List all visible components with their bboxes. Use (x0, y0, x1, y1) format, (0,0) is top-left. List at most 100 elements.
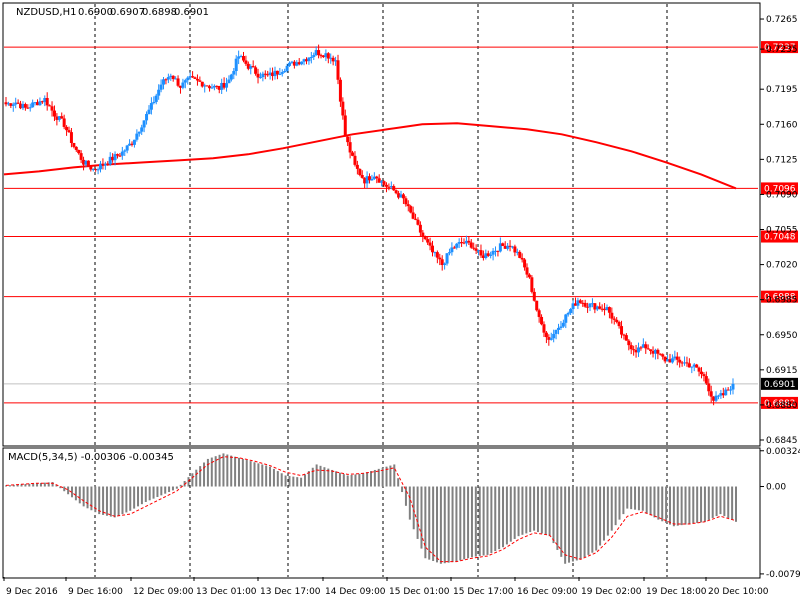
candle-body (142, 120, 146, 128)
candle-body (668, 359, 672, 363)
candle-body (222, 82, 226, 88)
macd-bar (614, 486, 617, 526)
candle-body (341, 101, 345, 116)
candle-body (234, 58, 238, 72)
candle-body (77, 149, 81, 154)
candle-body (363, 177, 367, 184)
candle-body (559, 326, 563, 328)
candle-body (544, 332, 548, 338)
candle-body (99, 163, 103, 170)
candle-body (414, 218, 418, 220)
candle-body (489, 254, 493, 256)
candle-body (590, 303, 594, 305)
macd-bar (280, 473, 283, 487)
macd-bar (606, 486, 609, 536)
macd-bar (303, 474, 306, 487)
candle-body (96, 169, 100, 171)
ohlc-high: 0.6907 (110, 7, 145, 18)
macd-bar (467, 486, 470, 559)
candle-body (225, 83, 229, 88)
candle-body (588, 303, 592, 308)
candle-body (666, 359, 670, 362)
candle-body (484, 253, 488, 258)
macd-bar (401, 486, 404, 493)
candle-body (464, 240, 468, 244)
candle-body (583, 302, 587, 307)
x-tick-label-10: 19 Dec 18:00 (646, 587, 707, 597)
candle-body (561, 322, 565, 327)
candle-body (571, 303, 575, 310)
candle-body (307, 57, 311, 62)
candle-body (72, 142, 76, 147)
candle-body (431, 245, 435, 253)
candle-body (384, 184, 388, 187)
macd-bar (529, 486, 532, 533)
macd-bar (719, 486, 722, 515)
ohlc-open: 0.6900 (78, 7, 113, 18)
candle-body (656, 349, 660, 354)
macd-bar (168, 486, 171, 493)
candle-body (162, 79, 166, 85)
candle-body (302, 59, 306, 62)
candle-body (680, 362, 684, 364)
candle-body (210, 87, 214, 89)
macd-bar (102, 486, 105, 515)
candle-body (208, 86, 212, 89)
macd-bar (272, 468, 275, 487)
x-tick-label-3: 13 Dec 01:00 (196, 587, 257, 597)
x-tick-label-8: 16 Dec 09:00 (517, 587, 578, 597)
candle-body (404, 198, 408, 205)
macd-bar (463, 486, 466, 560)
candle-body (598, 306, 602, 309)
candle-body (380, 181, 384, 183)
macd-subwindow-frame (2, 447, 761, 579)
macd-bar (51, 482, 54, 487)
macd-bar (548, 486, 551, 537)
macd-bar (36, 483, 39, 487)
candle-body (159, 84, 163, 90)
candle-body (147, 109, 151, 114)
macd-bar (393, 464, 396, 487)
macd-bar (618, 486, 621, 520)
level-label-4: 0.6882 (764, 399, 796, 409)
candle-body (273, 70, 277, 77)
candle-body (314, 50, 318, 56)
candle-body (60, 116, 64, 119)
candle-body (697, 367, 701, 372)
macd-bar (261, 464, 264, 487)
candle-body (564, 314, 568, 323)
x-tick-label-11: 20 Dec 10:00 (708, 587, 769, 597)
macd-bar (94, 486, 97, 513)
level-label-2: 0.7048 (764, 233, 796, 243)
macd-bar (210, 457, 213, 487)
macd-bar (703, 486, 706, 522)
macd-bar (307, 471, 310, 487)
macd-bar (319, 465, 322, 487)
candle-body (423, 236, 427, 240)
macd-bar (249, 461, 252, 487)
candle-body (348, 142, 352, 153)
candle-body (101, 163, 105, 166)
macd-bar (599, 486, 602, 546)
macd-bar (358, 473, 361, 487)
candle-body (181, 82, 185, 88)
candle-body (663, 356, 667, 362)
macd-bar (711, 486, 714, 518)
candle-body (256, 73, 260, 78)
macd-bar (715, 486, 718, 517)
candle-body (620, 326, 624, 335)
candle-body (261, 73, 265, 78)
macd-bar (226, 454, 229, 487)
macd-bar (498, 486, 501, 550)
candle-body (89, 166, 93, 170)
candle-body (586, 306, 590, 308)
candle-body (115, 154, 119, 156)
candle-body (11, 104, 15, 106)
candle-body (460, 242, 464, 244)
candle-body (469, 242, 473, 248)
candle-body (615, 319, 619, 323)
y-tick-label-9: 0.6950 (766, 331, 798, 341)
macd-bar (362, 473, 365, 487)
candle-body (271, 72, 275, 77)
candle-body (343, 115, 347, 137)
